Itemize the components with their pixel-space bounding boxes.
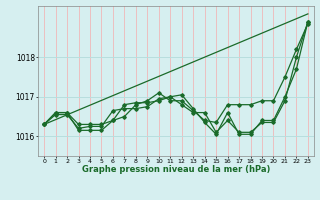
X-axis label: Graphe pression niveau de la mer (hPa): Graphe pression niveau de la mer (hPa) [82, 165, 270, 174]
